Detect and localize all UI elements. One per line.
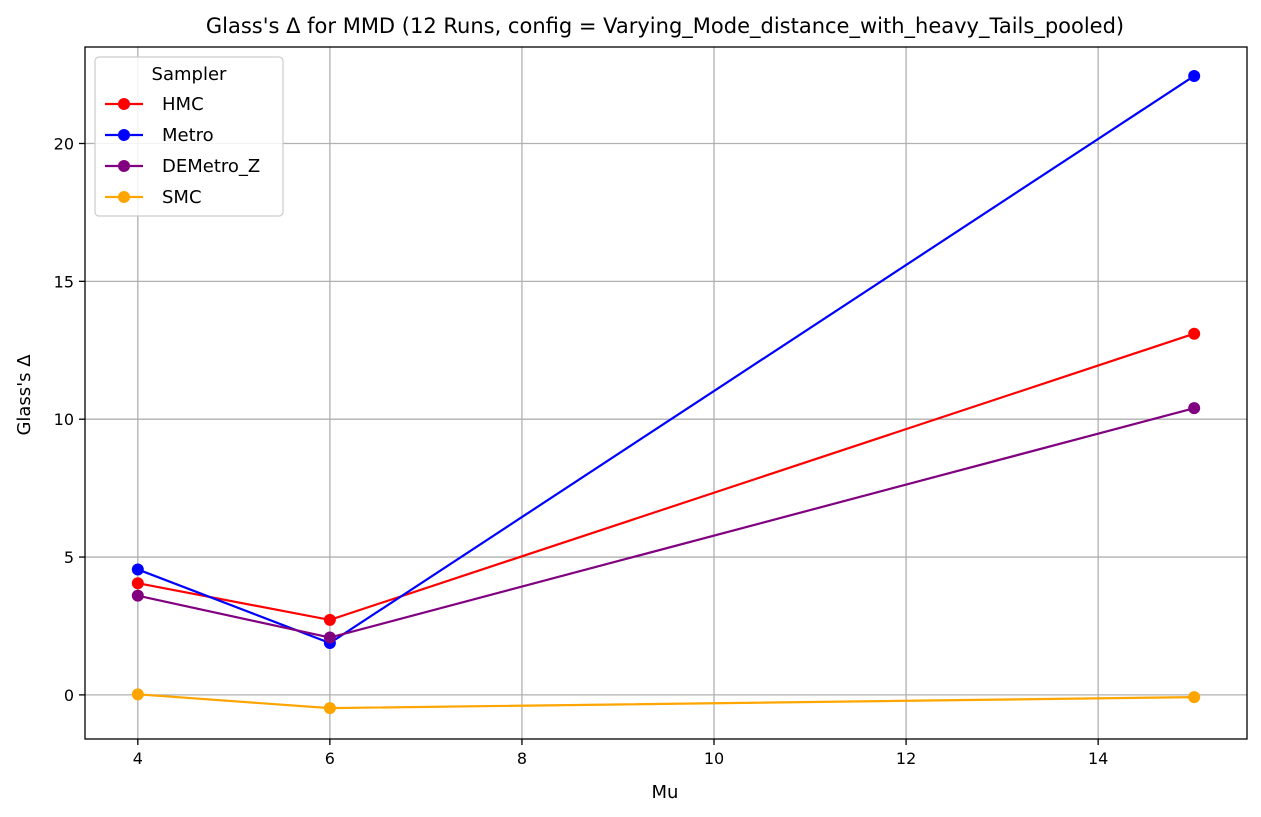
data-point <box>1188 402 1201 415</box>
series-layer <box>131 69 1201 715</box>
legend-marker <box>118 160 130 172</box>
x-axis-label: Mu <box>652 782 679 803</box>
y-axis-label: Glass's Δ <box>14 354 35 436</box>
legend-item: Metro <box>105 125 214 146</box>
legend-title: Sampler <box>152 64 227 85</box>
legend-marker <box>118 129 130 141</box>
legend-label: DEMetro_Z <box>162 156 260 177</box>
y-tick-label: 15 <box>54 272 74 291</box>
legend-label: HMC <box>162 94 204 115</box>
data-point <box>323 613 336 626</box>
x-tick-label: 10 <box>704 749 724 768</box>
legend-item: HMC <box>105 94 204 115</box>
data-point <box>323 702 336 715</box>
data-point <box>1188 327 1201 340</box>
series-smc <box>131 688 1201 715</box>
x-tick-label: 14 <box>1088 749 1108 768</box>
legend-box <box>94 56 284 217</box>
chart-title: Glass's Δ for MMD (12 Runs, config = Var… <box>206 14 1124 39</box>
legend: Sampler HMC Metro DEMetro_Z SMC <box>94 56 284 217</box>
data-point <box>1188 691 1201 704</box>
x-tick-label: 6 <box>325 749 335 768</box>
legend-item: SMC <box>105 187 202 208</box>
data-point <box>131 563 144 576</box>
x-tick-label: 4 <box>133 749 143 768</box>
x-tick-label: 12 <box>896 749 916 768</box>
legend-label: Metro <box>162 125 214 146</box>
data-point <box>131 589 144 602</box>
data-point <box>131 688 144 701</box>
data-point <box>1188 69 1201 82</box>
y-tick-label: 5 <box>64 548 74 567</box>
y-tick-label: 0 <box>64 686 74 705</box>
plot-frame <box>84 46 1248 740</box>
legend-marker <box>118 191 130 203</box>
series-demetro-z <box>131 402 1201 644</box>
data-point <box>323 631 336 644</box>
series-line <box>137 693 1195 710</box>
y-tick-label: 10 <box>54 410 74 429</box>
legend-marker <box>118 98 130 110</box>
legend-item: DEMetro_Z <box>105 156 260 177</box>
series-line <box>137 332 1195 622</box>
series-hmc <box>131 327 1201 626</box>
series-line <box>137 407 1195 639</box>
data-point <box>131 577 144 590</box>
series-line <box>137 75 1195 645</box>
y-tick-label: 20 <box>54 134 74 153</box>
legend-label: SMC <box>162 187 202 208</box>
axes: 4 6 8 10 12 14 0 5 10 15 20 <box>54 46 1248 768</box>
x-tick-label: 8 <box>517 749 527 768</box>
series-metro <box>131 69 1201 650</box>
